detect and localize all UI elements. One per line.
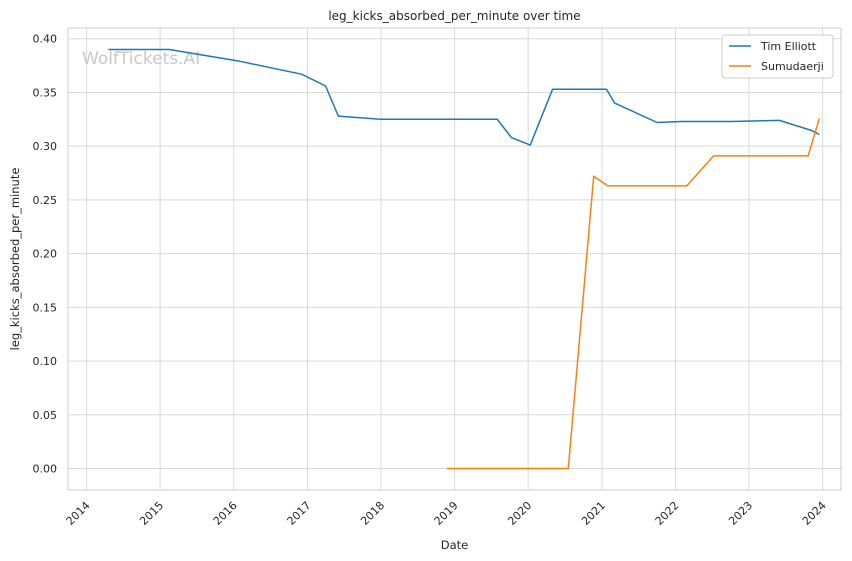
y-tick-label: 0.20 <box>33 248 58 261</box>
y-tick-label: 0.05 <box>33 409 58 422</box>
y-tick-label: 0.00 <box>33 463 58 476</box>
x-axis-label: Date <box>441 538 469 552</box>
y-tick-label: 0.40 <box>33 33 58 46</box>
series-layer <box>108 48 821 470</box>
legend-label-tim-elliott: Tim Elliott <box>760 40 817 53</box>
watermark: WolfTickets.AI <box>82 49 200 69</box>
y-tick-label: 0.15 <box>33 301 58 314</box>
series-line-tim-elliott <box>108 48 820 146</box>
chart-title: leg_kicks_absorbed_per_minute over time <box>328 9 580 23</box>
y-tick-label: 0.30 <box>33 140 58 153</box>
grid <box>68 28 841 490</box>
y-tick-label: 0.25 <box>33 194 58 207</box>
y-tick-label: 0.10 <box>33 355 58 368</box>
legend-label-sumudaerji: Sumudaerji <box>761 60 824 73</box>
y-tick-label: 0.35 <box>33 86 58 99</box>
plot-frame <box>67 27 842 491</box>
y-tick-labels: 0.00 0.05 0.10 0.15 0.20 0.25 0.30 0.35 0.40 <box>33 33 58 476</box>
legend: Tim Elliott Sumudaerji <box>721 34 834 79</box>
series-line-sumudaerji <box>446 118 821 470</box>
y-axis-label: leg_kicks_absorbed_per_minute <box>8 168 22 351</box>
